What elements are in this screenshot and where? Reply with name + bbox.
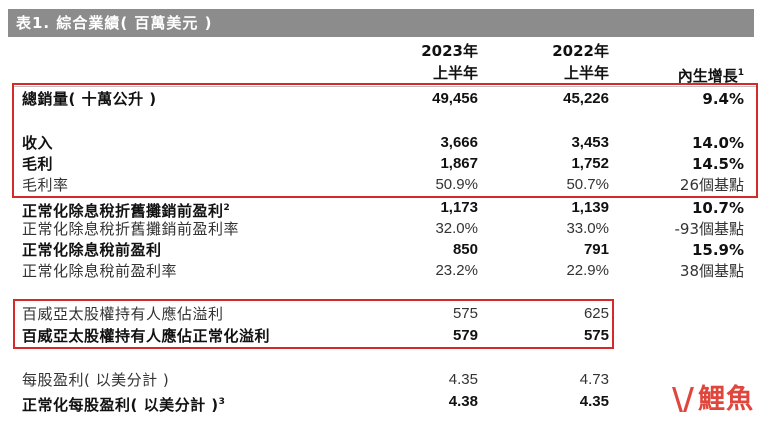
watermark-text: 鯉魚 — [698, 384, 754, 415]
value-2022: 33.0% — [566, 220, 609, 237]
row-label: 毛利率 — [22, 176, 69, 194]
value-2022: 45,226 — [563, 90, 609, 107]
value-2023: 23.2% — [435, 262, 478, 279]
row-label: 百威亞太股權持有人應佔溢利 — [22, 305, 224, 323]
row-note: 2 — [223, 203, 231, 213]
row-label-text: 正常化每股盈利( 以美分計 ) — [22, 396, 219, 414]
col-2022-half: 上半年 — [563, 64, 609, 82]
row-label: 百威亞太股權持有人應佔正常化溢利 — [22, 327, 271, 345]
value-growth: 15.9% — [691, 241, 744, 259]
col-2022-header: 2022年 上半年 — [529, 40, 609, 84]
value-2022: 791 — [583, 241, 609, 258]
col-growth-note: 1 — [737, 68, 744, 78]
value-2023: 50.9% — [435, 176, 478, 193]
value-2023: 49,456 — [432, 90, 478, 107]
value-2023: 575 — [452, 305, 478, 322]
col-growth-label: 內生增長 — [677, 67, 738, 85]
table-row-profit: 百威亞太股權持有人應佔溢利 575 625 — [0, 303, 769, 325]
value-growth: 14.0% — [691, 134, 744, 152]
table-row-ebitda-margin: 正常化除息稅折舊攤銷前盈利率 32.0% 33.0% -93個基點 — [0, 218, 769, 240]
value-2022: 3,453 — [571, 134, 609, 151]
value-2022: 575 — [583, 327, 609, 344]
row-label: 收入 — [22, 134, 54, 152]
row-label: 毛利 — [22, 155, 54, 173]
table-row-gross-profit: 毛利 1,867 1,752 14.5% — [0, 153, 769, 175]
col-2023-header: 2023年 上半年 — [398, 40, 478, 84]
table-title: 表1. 綜合業績( 百萬美元 ) — [8, 9, 754, 37]
value-2022: 50.7% — [566, 176, 609, 193]
table-row-ebit: 正常化除息稅前盈利 850 791 15.9% — [0, 239, 769, 261]
highlight-box-profit — [13, 299, 614, 349]
row-note: 3 — [218, 397, 226, 407]
row-label: 正常化除息稅折舊攤銷前盈利2 — [22, 197, 231, 220]
value-2022: 625 — [583, 305, 609, 322]
header-rule — [14, 86, 758, 87]
value-2023: 579 — [452, 327, 478, 344]
table-row-ebitda: 正常化除息稅折舊攤銷前盈利2 1,173 1,139 10.7% — [0, 197, 769, 220]
col-2023-half: 上半年 — [432, 64, 478, 82]
row-label: 正常化除息稅前盈利率 — [22, 262, 178, 280]
value-growth: 10.7% — [691, 199, 744, 217]
table-row-revenue: 收入 3,666 3,453 14.0% — [0, 132, 769, 154]
col-2023-year: 2023年 — [421, 42, 478, 60]
value-2022: 1,139 — [571, 199, 609, 216]
table-row-normalized-profit: 百威亞太股權持有人應佔正常化溢利 579 575 — [0, 325, 769, 347]
table-row-ebit-margin: 正常化除息稅前盈利率 23.2% 22.9% 38個基點 — [0, 260, 769, 282]
row-label: 正常化除息稅前盈利 — [22, 241, 162, 259]
col-growth-header: 內生增長1 — [624, 62, 744, 87]
table-row-volume: 總銷量( 十萬公升 ) 49,456 45,226 9.4% — [0, 88, 769, 110]
value-2023: 4.38 — [448, 393, 478, 410]
row-label-text: 正常化除息稅折舊攤銷前盈利 — [22, 202, 224, 220]
watermark-mark: \/ — [672, 382, 694, 417]
row-label: 正常化每股盈利( 以美分計 )3 — [22, 391, 226, 414]
value-2023: 4.35 — [448, 371, 478, 388]
table-row-eps: 每股盈利( 以美分計 ) 4.35 4.73 — [0, 369, 769, 391]
value-growth: 38個基點 — [679, 262, 744, 280]
col-2022-year: 2022年 — [552, 42, 609, 60]
value-growth: -93個基點 — [674, 220, 745, 238]
value-growth: 14.5% — [691, 155, 744, 173]
value-2023: 1,867 — [440, 155, 478, 172]
value-2022: 1,752 — [571, 155, 609, 172]
value-2023: 1,173 — [440, 199, 478, 216]
value-2022: 4.35 — [579, 393, 609, 410]
watermark-logo: \/ 鯉魚 — [672, 380, 756, 420]
value-growth: 26個基點 — [679, 176, 744, 194]
row-label: 總銷量( 十萬公升 ) — [22, 90, 157, 108]
row-label: 正常化除息稅折舊攤銷前盈利率 — [22, 220, 240, 238]
value-2023: 850 — [452, 241, 478, 258]
highlight-box-sales — [12, 83, 758, 198]
value-2023: 32.0% — [435, 220, 478, 237]
value-2022: 22.9% — [566, 262, 609, 279]
table-row-normalized-eps: 正常化每股盈利( 以美分計 )3 4.38 4.35 — [0, 391, 769, 414]
table-row-gross-margin: 毛利率 50.9% 50.7% 26個基點 — [0, 174, 769, 196]
row-label: 每股盈利( 以美分計 ) — [22, 371, 170, 389]
value-2022: 4.73 — [579, 371, 609, 388]
value-2023: 3,666 — [440, 134, 478, 151]
value-growth: 9.4% — [702, 90, 744, 108]
